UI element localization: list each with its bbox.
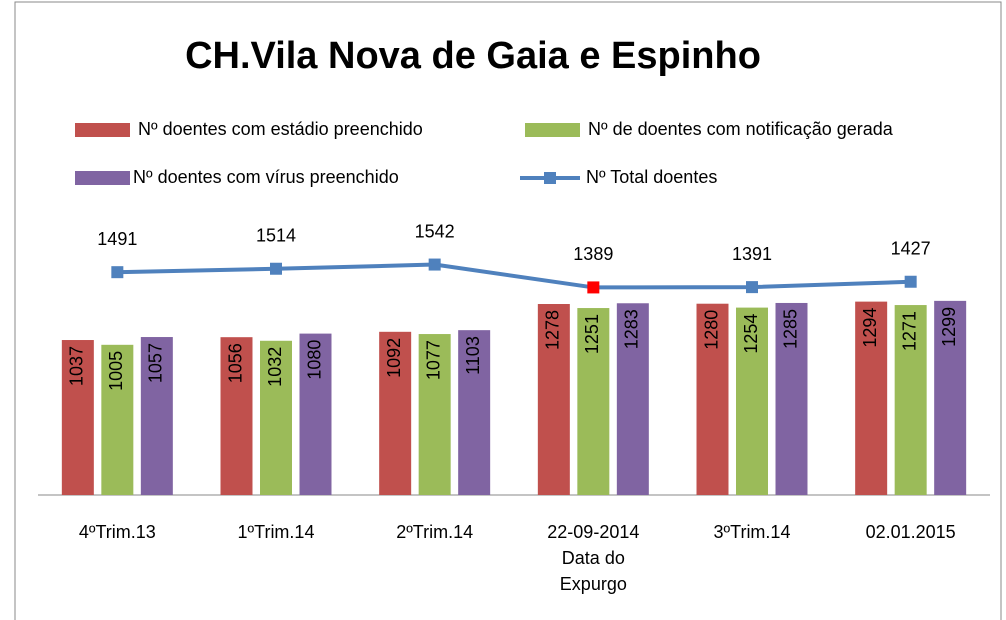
line-value-label: 1389 [573, 244, 613, 264]
bar-value-label: 1077 [423, 340, 443, 380]
bar-value-label: 1251 [582, 314, 602, 354]
bar-value-label: 1285 [780, 309, 800, 349]
legend-marker [544, 172, 556, 184]
line-value-label: 1391 [732, 244, 772, 264]
bar-value-label: 1057 [146, 343, 166, 383]
bar [140, 337, 173, 495]
bar [616, 303, 649, 495]
line [117, 262, 911, 290]
bar [299, 333, 332, 495]
x-tick-label: 2ºTrim.14 [396, 522, 474, 542]
line-value-label: 1427 [891, 238, 931, 258]
legend-swatch [75, 123, 130, 137]
bar-value-label: 1005 [106, 351, 126, 391]
bar [855, 301, 888, 495]
legend-label: Nº de doentes com notificação gerada [588, 119, 894, 139]
line-marker [587, 281, 600, 294]
bar-value-label: 1056 [225, 343, 245, 383]
bar-value-label: 1280 [701, 310, 721, 350]
bar [934, 300, 967, 495]
bar-value-label: 1283 [622, 309, 642, 349]
bar-value-label: 1092 [384, 338, 404, 378]
bar-value-label: 1294 [860, 308, 880, 348]
x-tick-label: 22-09-2014 Data do Expurgo [547, 522, 640, 594]
line-value-label: 1514 [256, 225, 296, 245]
line-value-label: 1491 [97, 229, 137, 249]
legend-label: Nº doentes com estádio preenchido [138, 119, 423, 139]
bar [696, 303, 729, 495]
bar-value-label: 1271 [899, 311, 919, 351]
x-tick-label: 1ºTrim.14 [237, 522, 315, 542]
bar [537, 304, 570, 495]
bar-value-label: 1278 [543, 310, 563, 350]
x-tick-label: 02.01.2015 [865, 522, 956, 542]
bar [101, 344, 134, 495]
bar-value-label: 1103 [463, 336, 483, 375]
line-marker [428, 258, 441, 271]
bar [220, 337, 253, 495]
bar [736, 307, 768, 495]
legend-swatch [525, 123, 580, 137]
bar [458, 330, 491, 495]
bar [61, 340, 94, 495]
bar-value-label: 1037 [67, 346, 87, 386]
bar [418, 334, 451, 495]
line-marker [904, 275, 917, 288]
chart-frame [14, 1, 1002, 620]
x-tick-label: 4ºTrim.13 [78, 522, 156, 542]
bar-value-label: 1032 [265, 347, 285, 387]
legend-swatch [75, 171, 130, 185]
line-marker [111, 266, 124, 279]
bar [260, 340, 292, 495]
bar [577, 308, 610, 495]
bar-value-label: 1254 [741, 314, 761, 354]
line-value-label: 1542 [415, 221, 455, 241]
bar [379, 331, 412, 495]
legend-label: Nº Total doentes [586, 167, 717, 187]
legend-label: Nº doentes com vírus preenchido [133, 167, 399, 187]
line-marker [746, 281, 758, 294]
bar-value-label: 1080 [304, 340, 324, 380]
x-tick-label: 3ºTrim.14 [713, 522, 791, 542]
bar [894, 305, 927, 495]
bar [775, 302, 808, 495]
chart-title: CH.Vila Nova de Gaia e Espinho [185, 35, 761, 77]
bar-value-label: 1299 [939, 307, 959, 347]
line-marker [270, 262, 282, 275]
